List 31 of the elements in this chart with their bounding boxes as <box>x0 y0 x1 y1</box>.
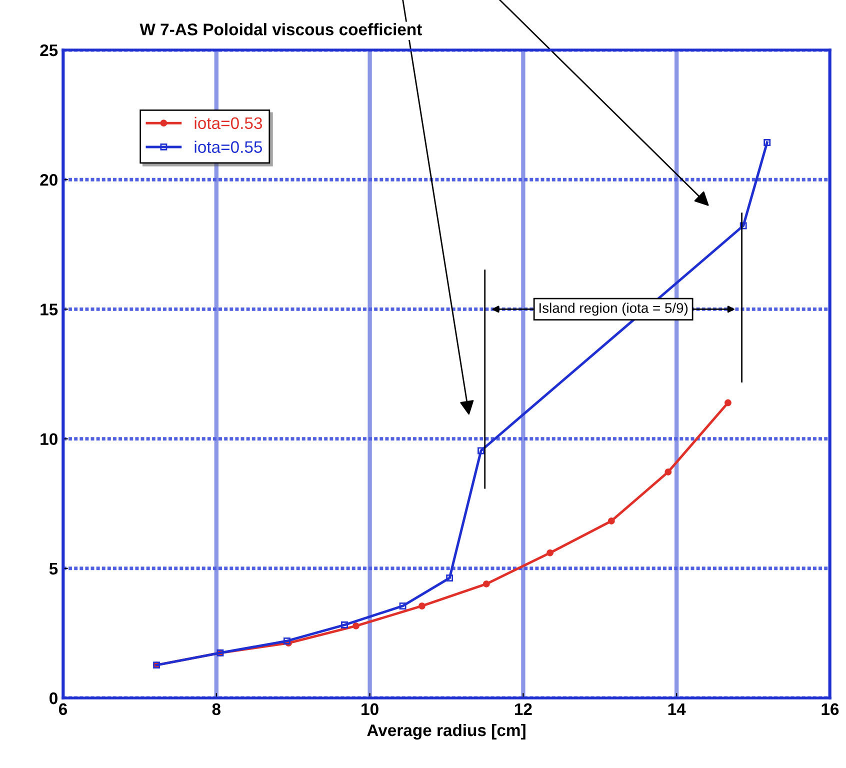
point <box>446 574 454 582</box>
legend-label: iota=0.55 <box>194 140 262 153</box>
chart-title: W 7-AS Poloidal viscous coefficient <box>140 23 422 36</box>
point <box>399 602 406 610</box>
point <box>352 622 360 630</box>
y-tick-label: 5 <box>49 562 58 575</box>
x-tick-label: 16 <box>822 703 839 716</box>
y-tick-label: 10 <box>40 433 58 446</box>
x-tick-label: 6 <box>58 703 68 716</box>
x-tick-label: 10 <box>362 703 378 716</box>
point <box>341 621 348 628</box>
point <box>482 580 490 588</box>
point <box>546 549 554 556</box>
point <box>478 447 484 454</box>
x-tick-label: 8 <box>212 703 221 716</box>
y-tick-label: 25 <box>40 44 58 56</box>
y-tick-label: 15 <box>40 304 58 316</box>
point <box>418 602 426 610</box>
y-tick-label: 20 <box>40 174 58 186</box>
point <box>740 222 747 230</box>
y-tick-label: 0 <box>50 692 58 704</box>
legend-label: iota=0.53 <box>194 116 262 130</box>
x-tick-label: 12 <box>514 703 532 715</box>
point <box>608 517 615 524</box>
point <box>724 399 732 406</box>
point <box>283 638 290 644</box>
x-axis-title: Average radius [cm] <box>367 724 526 740</box>
annotation: Island region (iota = 5/9) <box>540 302 688 316</box>
point <box>764 139 771 146</box>
x-tick-label: 14 <box>668 703 686 715</box>
point <box>664 468 672 476</box>
